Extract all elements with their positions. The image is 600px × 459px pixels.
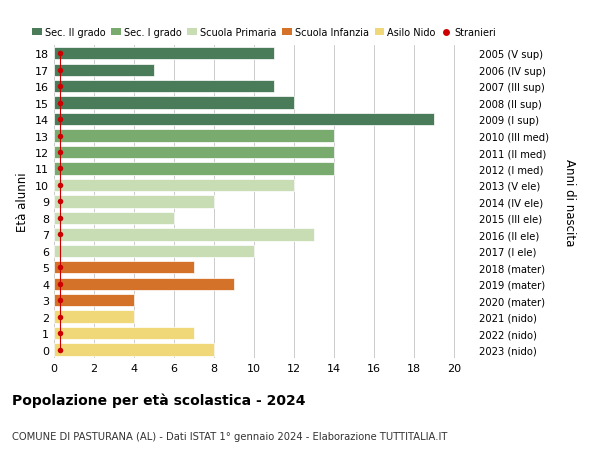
- Point: [55, 297, 65, 304]
- Y-axis label: Anni di nascita: Anni di nascita: [563, 158, 576, 246]
- Point: [55, 149, 65, 157]
- Point: [55, 215, 65, 222]
- Bar: [54, 212, 174, 224]
- Bar: [54, 114, 434, 126]
- Bar: [54, 311, 134, 323]
- Point: [55, 83, 65, 90]
- Bar: [54, 81, 274, 93]
- Bar: [54, 163, 334, 175]
- Point: [55, 133, 65, 140]
- Bar: [54, 146, 334, 159]
- Point: [55, 330, 65, 337]
- Point: [55, 50, 65, 58]
- Legend: Sec. II grado, Sec. I grado, Scuola Primaria, Scuola Infanzia, Asilo Nido, Stran: Sec. II grado, Sec. I grado, Scuola Prim…: [32, 28, 496, 38]
- Bar: [54, 262, 194, 274]
- Point: [55, 346, 65, 353]
- Text: Popolazione per età scolastica - 2024: Popolazione per età scolastica - 2024: [12, 392, 305, 407]
- Point: [55, 116, 65, 123]
- Bar: [54, 64, 154, 77]
- Point: [55, 165, 65, 173]
- Point: [55, 280, 65, 288]
- Bar: [54, 245, 254, 257]
- Point: [55, 198, 65, 206]
- Bar: [54, 130, 334, 142]
- Bar: [54, 179, 294, 192]
- Bar: [54, 294, 134, 307]
- Point: [55, 264, 65, 271]
- Bar: [54, 278, 234, 290]
- Y-axis label: Età alunni: Età alunni: [16, 172, 29, 232]
- Bar: [54, 97, 294, 110]
- Point: [55, 67, 65, 74]
- Bar: [54, 344, 214, 356]
- Bar: [54, 229, 314, 241]
- Bar: [54, 327, 194, 340]
- Bar: [54, 48, 274, 60]
- Point: [55, 231, 65, 239]
- Point: [55, 100, 65, 107]
- Text: COMUNE DI PASTURANA (AL) - Dati ISTAT 1° gennaio 2024 - Elaborazione TUTTITALIA.: COMUNE DI PASTURANA (AL) - Dati ISTAT 1°…: [12, 431, 448, 442]
- Point: [55, 313, 65, 321]
- Bar: [54, 196, 214, 208]
- Point: [55, 182, 65, 189]
